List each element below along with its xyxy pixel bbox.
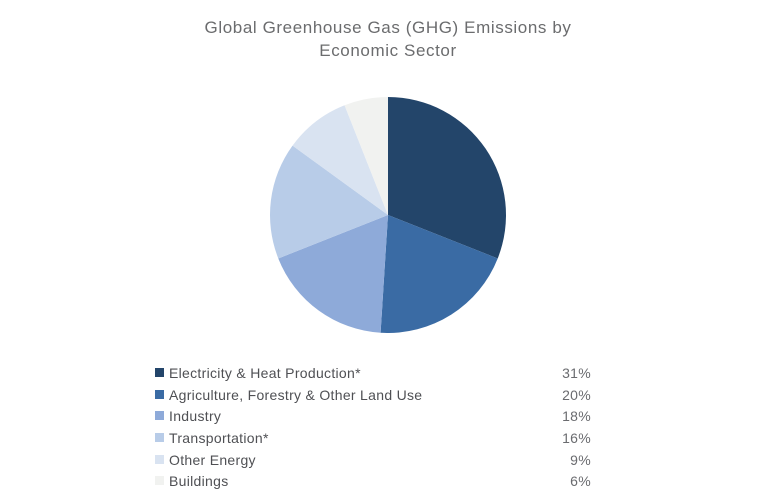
legend-value: 31% <box>562 364 591 381</box>
legend-row: Buildings 6% <box>155 470 591 492</box>
legend-label: Buildings <box>169 473 229 490</box>
chart-title-line1: Global Greenhouse Gas (GHG) Emissions by <box>204 18 572 37</box>
legend-swatch-icon <box>155 367 164 377</box>
legend-swatch-icon <box>155 454 164 464</box>
pie-chart-svg <box>270 97 506 334</box>
chart-title-line2: Economic Sector <box>319 41 457 60</box>
pie-slice-4 <box>292 105 388 215</box>
legend-value: 16% <box>562 429 591 446</box>
legend-swatch-icon <box>155 476 164 486</box>
legend-label: Agriculture, Forestry & Other Land Use <box>169 386 423 403</box>
legend-swatch-icon <box>155 389 164 399</box>
legend-row: Electricity & Heat Production* 31% <box>155 362 591 384</box>
legend-label: Industry <box>169 408 222 425</box>
pie-chart <box>270 97 506 334</box>
legend-row: Agriculture, Forestry & Other Land Use 2… <box>155 384 591 406</box>
legend-label: Transportation* <box>169 429 269 446</box>
pie-slice-0 <box>388 97 506 259</box>
legend-value: 20% <box>562 386 591 403</box>
legend-row: Industry 18% <box>155 405 591 427</box>
legend-label: Other Energy <box>169 451 256 468</box>
pie-slice-2 <box>278 215 388 333</box>
legend-row: Transportation* 16% <box>155 427 591 449</box>
chart-title: Global Greenhouse Gas (GHG) Emissions by… <box>0 16 768 62</box>
legend-swatch-icon <box>155 432 164 442</box>
pie-slice-1 <box>380 215 498 334</box>
pie-slice-3 <box>270 145 388 259</box>
legend-value: 9% <box>570 451 591 468</box>
legend-swatch-icon <box>155 411 164 421</box>
legend-value: 6% <box>570 473 591 490</box>
legend-label: Electricity & Heat Production* <box>169 364 361 381</box>
legend-value: 18% <box>562 408 591 425</box>
legend-row: Other Energy 9% <box>155 449 591 471</box>
pie-slice-5 <box>344 97 388 215</box>
legend: Electricity & Heat Production* 31% Agric… <box>155 362 591 492</box>
